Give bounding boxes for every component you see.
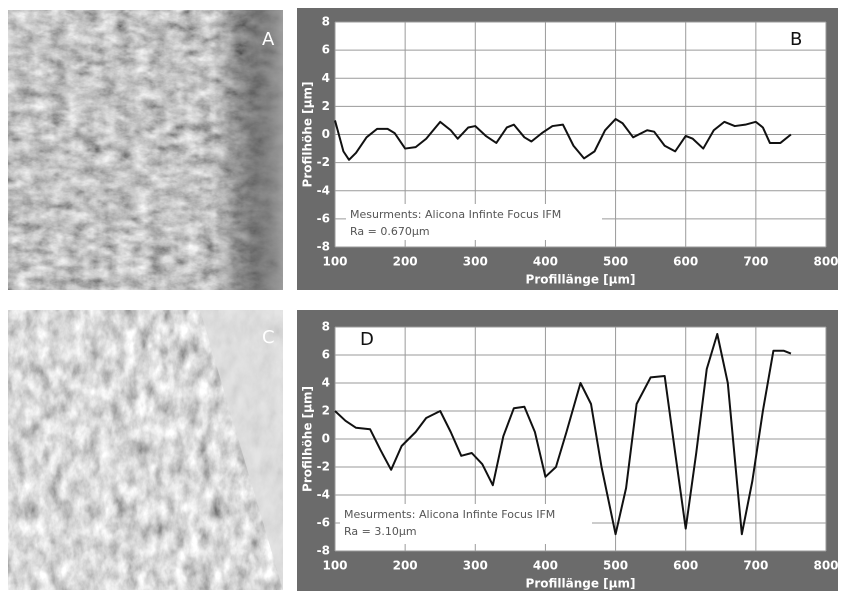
annotation: Ra = 3.10µm xyxy=(344,525,417,538)
x-tick-label: 200 xyxy=(393,255,418,269)
y-axis-label: Profilhöhe [µm] xyxy=(301,386,315,492)
y-tick-label: 6 xyxy=(322,43,330,57)
annotation-box xyxy=(346,204,602,240)
x-tick-label: 600 xyxy=(673,559,698,573)
annotation: Mesurments: Alicona Infinte Focus IFM xyxy=(344,508,555,521)
y-tick-label: 4 xyxy=(322,376,330,390)
x-axis-label: Profillänge [µm] xyxy=(526,273,636,287)
panel-label: B xyxy=(790,29,802,50)
x-tick-label: 700 xyxy=(743,559,768,573)
annotation: Mesurments: Alicona Infinte Focus IFM xyxy=(350,208,561,221)
x-tick-label: 200 xyxy=(393,559,418,573)
x-tick-label: 700 xyxy=(743,255,768,269)
y-tick-label: -6 xyxy=(317,211,330,225)
x-tick-label: 500 xyxy=(603,559,628,573)
panel-label: D xyxy=(360,329,374,350)
y-axis-label: Profilhöhe [µm] xyxy=(301,82,315,188)
image-a: A xyxy=(8,10,283,290)
y-tick-label: -2 xyxy=(317,155,330,169)
y-tick-label: -4 xyxy=(317,488,330,502)
x-tick-label: 400 xyxy=(533,559,558,573)
image-label: A xyxy=(262,29,275,50)
image-c: C xyxy=(8,310,283,590)
y-tick-label: -8 xyxy=(317,544,330,558)
x-tick-label: 300 xyxy=(463,559,488,573)
x-tick-label: 500 xyxy=(603,255,628,269)
y-tick-label: 4 xyxy=(322,71,330,85)
annotation: Ra = 0.670µm xyxy=(350,225,430,238)
x-tick-label: 100 xyxy=(322,559,347,573)
x-tick-label: 100 xyxy=(322,255,347,269)
x-tick-label: 800 xyxy=(813,255,838,269)
data-line xyxy=(334,333,792,536)
x-tick-label: 400 xyxy=(533,255,558,269)
y-tick-label: 8 xyxy=(322,15,330,29)
chart: -8 -6 -4 -2 0 2 4 6 8 100 200 300 400 500 600 700 800 Pro… xyxy=(297,8,839,290)
y-tick-label: -2 xyxy=(317,460,330,474)
y-tick-label: 2 xyxy=(322,404,330,418)
y-tick-label: 0 xyxy=(322,432,330,446)
y-tick-label: 8 xyxy=(322,320,330,334)
image-label: C xyxy=(262,327,275,348)
y-tick-label: -4 xyxy=(317,183,330,197)
x-axis-label: Profillänge [µm] xyxy=(526,577,636,591)
x-tick-label: 300 xyxy=(463,255,488,269)
x-tick-label: 800 xyxy=(813,559,838,573)
data-line xyxy=(334,118,792,161)
y-tick-label: -6 xyxy=(317,516,330,530)
y-tick-label: 2 xyxy=(322,99,330,113)
annotation-box xyxy=(340,504,592,544)
y-tick-label: 0 xyxy=(322,127,330,141)
y-tick-label: 6 xyxy=(322,348,330,362)
chart: -8 -6 -4 -2 0 2 4 6 8 100 200 300 400 500 600 700 800 Pro… xyxy=(297,310,839,591)
y-tick-label: -8 xyxy=(317,240,330,254)
x-tick-label: 600 xyxy=(673,255,698,269)
